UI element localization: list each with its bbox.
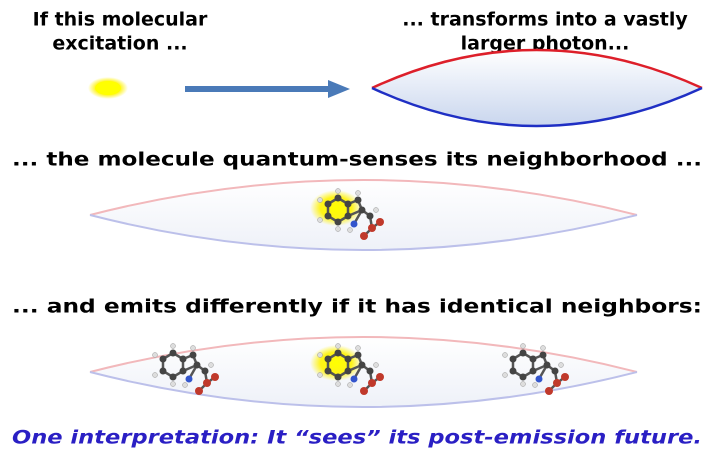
caption: ... and emits differently if it has iden…	[12, 296, 702, 318]
caption: ... the molecule quantum-senses its neig…	[12, 149, 702, 171]
caption-line: larger photon...	[461, 33, 630, 55]
photon-lens	[371, 48, 703, 128]
excitation-core	[95, 81, 121, 95]
arrow	[185, 80, 350, 98]
caption-line: excitation ...	[52, 33, 187, 55]
conclusion: One interpretation: It “sees” its post-e…	[12, 427, 702, 449]
caption-line: ... transforms into a vastly	[402, 9, 688, 31]
caption-line: If this molecular	[33, 9, 208, 31]
photon-lens-faint	[89, 179, 638, 251]
photon-lens-faint	[89, 336, 638, 408]
